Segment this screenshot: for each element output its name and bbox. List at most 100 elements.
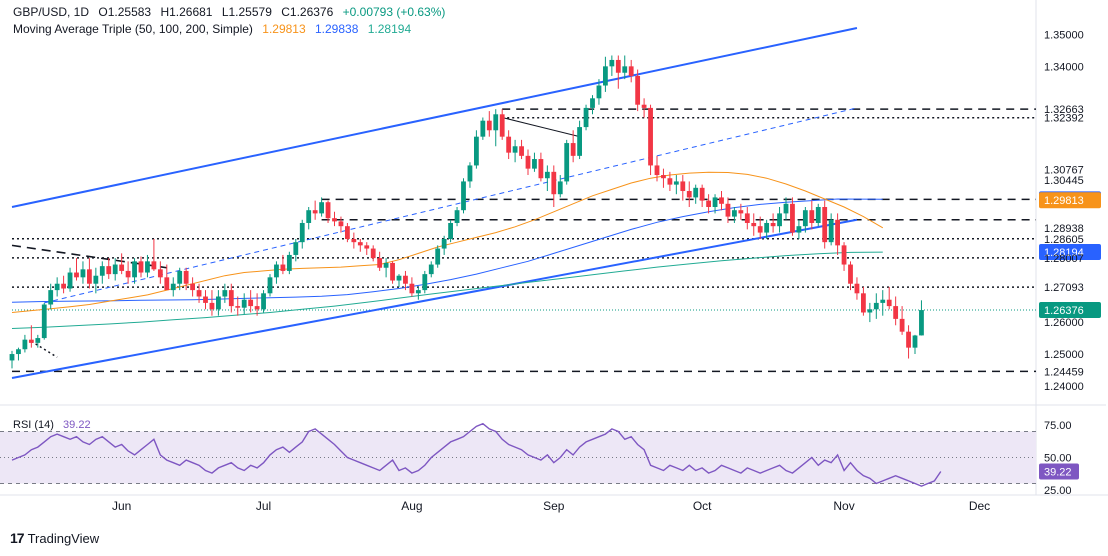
trend-line-3 xyxy=(11,244,167,269)
candle-body xyxy=(899,318,905,332)
rsi-label[interactable]: RSI (14) xyxy=(13,419,54,431)
candle-body xyxy=(170,283,176,291)
candle-body xyxy=(777,213,782,227)
ma-legend: Moving Average Triple (50, 100, 200, Sim… xyxy=(13,22,417,36)
candle-body xyxy=(428,264,434,275)
candles-group xyxy=(9,55,924,369)
candle-body xyxy=(357,242,363,246)
price-tick-label: 1.26376 xyxy=(1044,305,1084,317)
candle-body xyxy=(164,277,170,291)
price-tick-label: 1.28605 xyxy=(1044,234,1084,246)
high-value: H1.26681 xyxy=(160,5,213,19)
candle-body xyxy=(822,207,828,243)
candle-body xyxy=(570,143,576,156)
rsi-last-value-label: 39.22 xyxy=(1044,467,1072,479)
candle-body xyxy=(16,349,21,355)
candle-body xyxy=(22,339,28,350)
candle-body xyxy=(615,59,621,73)
trend-line-0 xyxy=(11,27,858,208)
candle-body xyxy=(880,299,886,303)
candle-body xyxy=(254,306,260,310)
ma200-line xyxy=(11,251,883,329)
candle-body xyxy=(583,107,589,128)
candle-body xyxy=(177,270,183,284)
candle-body xyxy=(183,270,189,284)
candle-body xyxy=(622,66,628,73)
trend-line-4 xyxy=(502,117,580,138)
candle-body xyxy=(603,66,608,86)
candle-body xyxy=(764,222,770,233)
candle-body xyxy=(725,203,731,217)
candle-body xyxy=(719,197,724,204)
candle-body xyxy=(145,261,150,273)
candle-body xyxy=(796,226,802,233)
time-tick-label: Jun xyxy=(112,499,131,513)
candle-body xyxy=(680,181,686,192)
candle-body xyxy=(525,155,531,169)
symbol-label[interactable]: GBP/USD, 1D xyxy=(13,5,90,19)
open-value: O1.25583 xyxy=(98,5,152,19)
candle-body xyxy=(757,226,763,233)
price-tick-label: 1.34000 xyxy=(1044,61,1084,73)
candle-body xyxy=(345,226,350,239)
rsi-tick-label: 75.00 xyxy=(1044,420,1072,432)
candle-body xyxy=(461,181,466,211)
candle-body xyxy=(112,264,118,275)
time-tick-label: Aug xyxy=(401,499,422,513)
rsi-legend: RSI (14) 39.22 xyxy=(13,419,97,431)
candle-body xyxy=(396,275,402,281)
candle-body xyxy=(390,262,395,281)
brand-label: TradingView xyxy=(27,530,100,546)
candle-body xyxy=(648,107,653,166)
candle-body xyxy=(609,59,615,67)
candle-body xyxy=(544,171,550,179)
candle-body xyxy=(74,272,79,278)
candle-body xyxy=(641,104,647,108)
price-tick-label: 1.27093 xyxy=(1044,282,1084,294)
candle-body xyxy=(854,283,860,294)
candle-body xyxy=(325,202,331,219)
rsi-tick-label: 50.00 xyxy=(1044,453,1072,465)
candle-body xyxy=(241,299,247,308)
candle-body xyxy=(867,309,873,313)
candle-body xyxy=(499,114,505,137)
candle-body xyxy=(280,264,286,271)
candle-body xyxy=(67,272,73,289)
trend-line-5 xyxy=(30,340,58,358)
candle-body xyxy=(590,98,595,108)
candle-body xyxy=(532,159,537,169)
candle-body xyxy=(216,296,221,310)
candle-body xyxy=(783,203,789,214)
ma50-line xyxy=(11,171,884,313)
candle-body xyxy=(106,266,112,275)
change-value: +0.00793 (+0.63%) xyxy=(342,5,446,19)
candle-body xyxy=(274,264,279,278)
candle-body xyxy=(235,306,241,308)
price-tick-label: 1.25000 xyxy=(1044,349,1084,361)
price-tick-label: 1.30767 xyxy=(1044,165,1084,177)
candle-body xyxy=(906,331,911,348)
price-label-badge-10 xyxy=(1039,243,1101,260)
low-value: L1.25579 xyxy=(221,5,272,19)
candle-body xyxy=(577,127,582,156)
candle-body xyxy=(454,210,460,223)
candle-body xyxy=(802,210,808,227)
ma-label[interactable]: Moving Average Triple (50, 100, 200, Sim… xyxy=(13,22,253,36)
candle-body xyxy=(448,222,453,239)
candle-body xyxy=(190,283,195,291)
candle-body xyxy=(480,120,486,137)
candle-body xyxy=(261,293,266,310)
candle-body xyxy=(157,269,163,278)
candle-body xyxy=(87,269,92,284)
candle-body xyxy=(293,242,299,255)
candle-body xyxy=(519,146,524,156)
candle-body xyxy=(770,222,776,227)
candle-body xyxy=(706,200,711,207)
candle-body xyxy=(474,136,479,166)
rsi-last-badge xyxy=(1039,463,1079,480)
price-tick-label: 1.32392 xyxy=(1044,113,1084,125)
candle-body xyxy=(564,143,570,182)
candle-body xyxy=(35,338,41,343)
candle-body xyxy=(209,302,215,310)
tradingview-brand[interactable]: 17 TradingView xyxy=(10,530,99,546)
